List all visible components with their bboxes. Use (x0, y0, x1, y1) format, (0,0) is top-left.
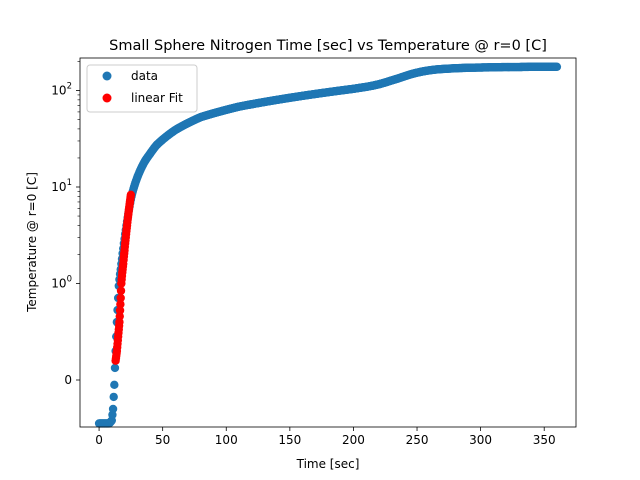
x-tick-label: 300 (469, 433, 492, 447)
x-tick-label: 0 (95, 433, 103, 447)
fit-point (116, 286, 126, 295)
x-axis: 0 50 100 150 200 250 300 350 (95, 427, 556, 447)
data-point (110, 363, 120, 373)
x-tick-label: 150 (278, 433, 301, 447)
fit-point (126, 190, 136, 200)
y-axis: 0 100 101 102 (51, 61, 80, 387)
x-tick-label: 100 (215, 433, 238, 447)
fit-point (116, 293, 125, 303)
y-axis-label: Temperature @ r=0 [C] (25, 172, 39, 313)
x-tick-label: 50 (155, 433, 170, 447)
x-tick-label: 250 (406, 433, 429, 447)
x-tick-label: 350 (533, 433, 556, 447)
y-tick-label: 101 (51, 178, 72, 194)
y-tick-label: 100 (51, 275, 72, 291)
plot-area (94, 62, 562, 428)
legend-marker (102, 71, 112, 81)
data-point (552, 62, 562, 72)
data-point (109, 392, 118, 402)
data-point (108, 404, 118, 414)
legend-box (86, 64, 198, 113)
y-tick-label: 0 (64, 373, 72, 387)
y-tick-label: 102 (51, 82, 72, 98)
x-axis-label: Time [sec] (296, 457, 360, 471)
legend-label: linear Fit (131, 91, 183, 105)
legend-marker (102, 93, 112, 103)
legend-label: data (131, 69, 158, 83)
data-point (110, 380, 119, 390)
x-tick-label: 200 (342, 433, 365, 447)
legend: data linear Fit (86, 64, 198, 113)
chart-title: Small Sphere Nitrogen Time [sec] vs Temp… (109, 38, 547, 54)
fit-point (115, 306, 125, 315)
axes-frame (79, 57, 577, 428)
fit-point (116, 300, 125, 309)
